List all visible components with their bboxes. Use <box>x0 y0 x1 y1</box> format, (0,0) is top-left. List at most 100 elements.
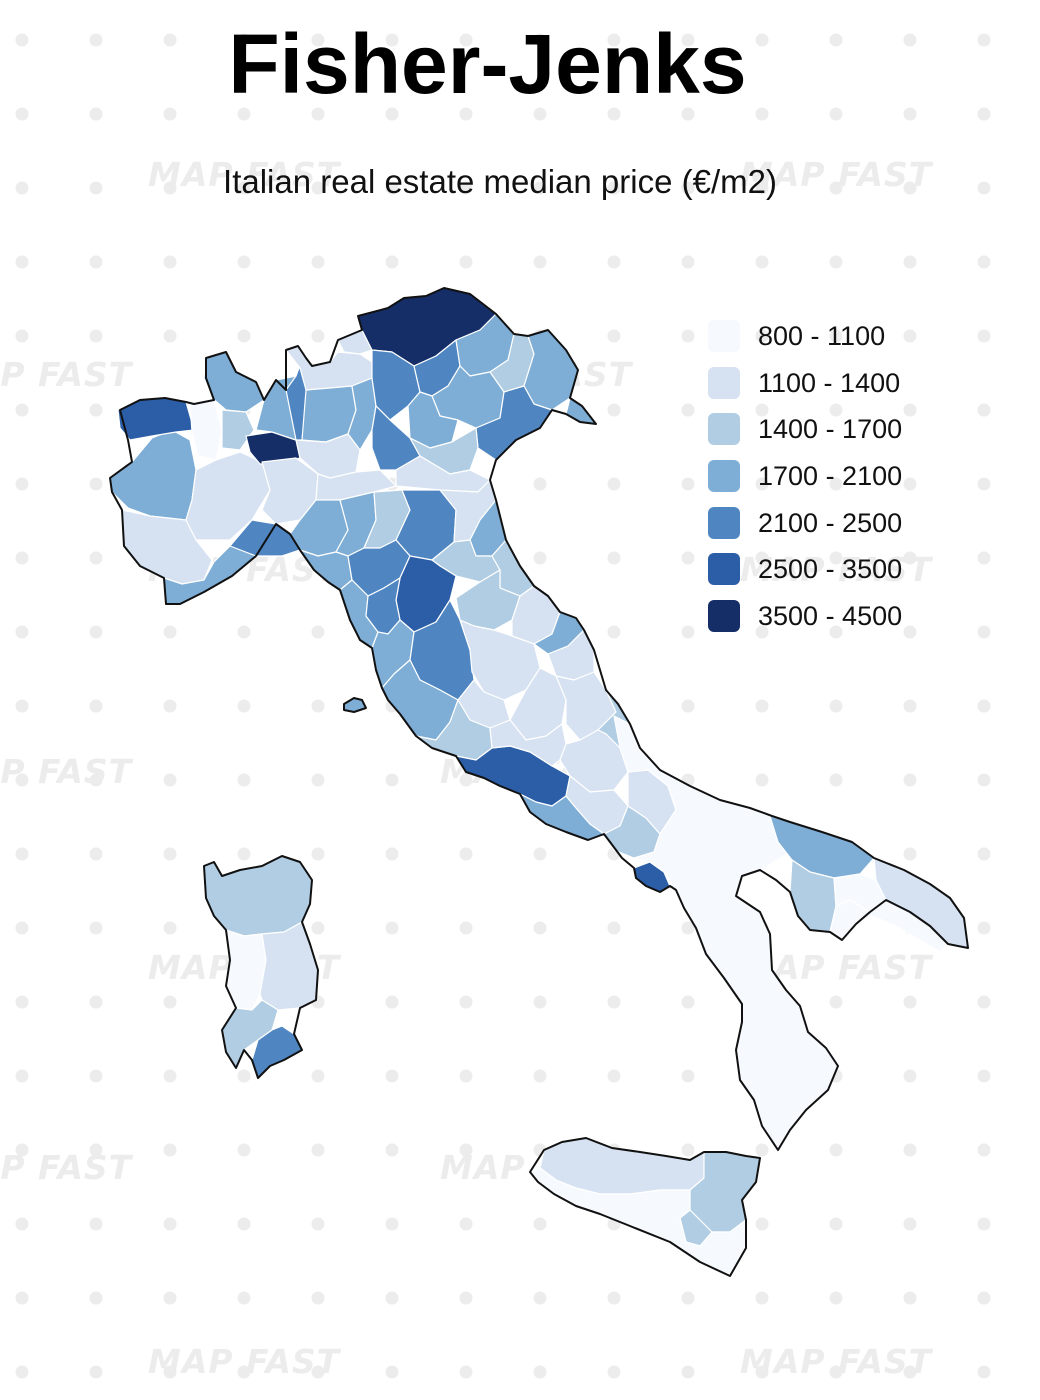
background-dot <box>829 551 843 565</box>
background-dot <box>977 551 991 565</box>
background-dot <box>977 403 991 417</box>
background-dot <box>681 699 695 713</box>
background-dot <box>385 255 399 269</box>
province-region <box>109 429 197 521</box>
legend-label: 3500 - 4500 <box>758 601 903 632</box>
background-dot <box>311 33 325 47</box>
background-dot <box>829 1291 843 1305</box>
watermark: MAP FAST <box>0 355 133 394</box>
background-dot <box>89 33 103 47</box>
background-dot <box>459 255 473 269</box>
background-dot <box>607 33 621 47</box>
background-dot <box>977 699 991 713</box>
background-dot <box>681 1069 695 1083</box>
background-dot <box>311 1365 325 1379</box>
background-dot <box>903 1365 917 1379</box>
background-dot <box>681 551 695 565</box>
background-dot <box>829 995 843 1009</box>
background-dot <box>829 403 843 417</box>
background-dot <box>977 1143 991 1157</box>
background-dot <box>977 625 991 639</box>
background-dot <box>89 551 103 565</box>
background-dot <box>607 1365 621 1379</box>
background-dot <box>755 1217 769 1231</box>
legend-swatch <box>708 506 740 539</box>
background-dot <box>607 1069 621 1083</box>
legend: 800 - 1100 1100 - 1400 1400 - 1700 1700 … <box>706 318 946 645</box>
background-dot <box>533 995 547 1009</box>
background-dot <box>89 255 103 269</box>
background-dot <box>903 847 917 861</box>
background-dot <box>89 181 103 195</box>
background-dot <box>681 1143 695 1157</box>
background-dot <box>385 995 399 1009</box>
background-dot <box>89 995 103 1009</box>
background-dot <box>163 773 177 787</box>
background-dot <box>903 773 917 787</box>
background-dot <box>681 1365 695 1379</box>
background-dot <box>755 1365 769 1379</box>
background-dot <box>89 1217 103 1231</box>
background-dot <box>681 329 695 343</box>
background-dot <box>15 1143 29 1157</box>
background-dot <box>533 477 547 491</box>
background-dot <box>89 329 103 343</box>
legend-item: 2500 - 3500 <box>706 551 946 598</box>
background-dot <box>903 181 917 195</box>
watermark: MAP FAST <box>148 155 341 194</box>
background-dot <box>903 1291 917 1305</box>
background-dot <box>903 33 917 47</box>
legend-swatch <box>708 600 740 633</box>
background-dot <box>977 921 991 935</box>
background-dot <box>755 1291 769 1305</box>
background-dot <box>607 181 621 195</box>
background-dot <box>977 1291 991 1305</box>
background-dot <box>755 625 769 639</box>
background-dot <box>829 181 843 195</box>
background-dot <box>755 403 769 417</box>
background-dot <box>385 921 399 935</box>
background-dot <box>237 699 251 713</box>
background-dot <box>755 33 769 47</box>
background-dot <box>977 255 991 269</box>
background-dot <box>237 329 251 343</box>
province-region <box>189 399 223 461</box>
background-dot <box>15 181 29 195</box>
background-dot <box>459 107 473 121</box>
background-dot <box>755 1143 769 1157</box>
background-dot <box>829 107 843 121</box>
watermark: MAP FAST <box>0 1148 133 1187</box>
legend-item: 1400 - 1700 <box>706 411 946 458</box>
background-dot <box>163 329 177 343</box>
background-dot <box>607 477 621 491</box>
background-dot <box>15 847 29 861</box>
background-dot <box>755 329 769 343</box>
map-title: Fisher-Jenks <box>228 17 747 111</box>
background-dot <box>15 107 29 121</box>
background-dot <box>977 181 991 195</box>
background-dot <box>311 1291 325 1305</box>
background-dot <box>163 625 177 639</box>
background-dot <box>755 107 769 121</box>
legend-swatch <box>708 553 740 586</box>
background-dot <box>237 1143 251 1157</box>
watermark: MAP FAST <box>740 1342 933 1381</box>
background-dot <box>903 699 917 713</box>
background-dot <box>977 995 991 1009</box>
background-dot <box>607 625 621 639</box>
background-dot <box>607 107 621 121</box>
background-dot <box>681 995 695 1009</box>
province-region <box>455 569 521 631</box>
background-dot <box>311 847 325 861</box>
background-dot <box>163 1217 177 1231</box>
background-dot <box>385 107 399 121</box>
background-dot <box>459 773 473 787</box>
background-dot <box>903 551 917 565</box>
background-dot <box>237 625 251 639</box>
background-dot <box>237 181 251 195</box>
background-dot <box>681 625 695 639</box>
background-dot <box>755 255 769 269</box>
background-dot <box>681 33 695 47</box>
legend-swatch <box>708 320 740 352</box>
